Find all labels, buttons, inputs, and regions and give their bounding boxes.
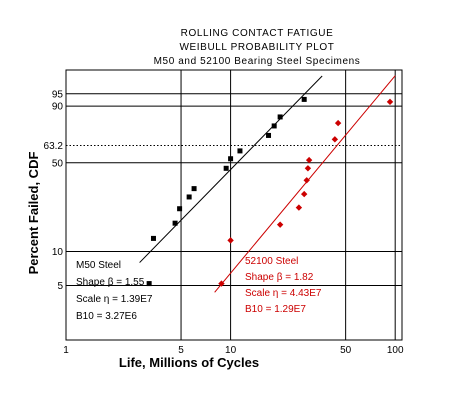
m50-data-point [186, 194, 192, 200]
y-tick-label: 90 [52, 102, 64, 113]
m50-fit-line [139, 75, 323, 263]
x-tick-label: 5 [178, 345, 184, 356]
s52100-data-point [276, 221, 284, 228]
m50-data-point [146, 281, 152, 287]
s52100-annotation-line-2: Shape β = 1.82 [245, 272, 314, 283]
s52100-data-point [303, 177, 310, 184]
gridlines [66, 70, 402, 340]
s52100-data-point [305, 156, 313, 164]
y-tick-label: 50 [52, 158, 64, 169]
tick-labels: 1 5 10 50 100 5 10 50 63.2 90 95 [44, 89, 404, 356]
s52100-data-point [295, 204, 303, 211]
s52100-annotation-line-3: Scale η = 4.43E7 [245, 288, 322, 299]
s52100-data-point [334, 119, 342, 127]
fit-lines [139, 75, 396, 293]
m50-data-point [150, 235, 156, 241]
s52100-data-point [304, 165, 312, 172]
m50-data-point [277, 114, 283, 120]
chart-title-line-2: WEIBULL PROBABILITY PLOT [179, 42, 334, 53]
m50-data-point [172, 220, 178, 226]
x-tick-label: 1 [63, 345, 69, 356]
m50-data-point [237, 148, 243, 154]
x-tick-label: 100 [387, 345, 404, 356]
s52100-annotation-line-1: 52100 Steel [245, 256, 298, 267]
m50-data-point [266, 132, 272, 138]
chart-title-line-3: M50 and 52100 Bearing Steel Specimens [154, 56, 361, 67]
m50-annotation-line-4: B10 = 3.27E6 [76, 311, 137, 322]
chart-title-line-1: ROLLING CONTACT FATIGUE [181, 28, 334, 39]
x-axis-label: Life, Millions of Cycles [119, 355, 259, 370]
data-points [146, 96, 394, 287]
y-tick-label: 95 [52, 89, 64, 100]
y-tick-label: 63.2 [44, 141, 64, 152]
m50-annotation-line-2: Shape β = 1.55 [76, 277, 145, 288]
s52100-data-point [331, 136, 339, 143]
chart-title-group: ROLLING CONTACT FATIGUE WEIBULL PROBABIL… [154, 28, 361, 67]
m50-data-point [191, 186, 197, 192]
m50-annotation: M50 Steel Shape β = 1.55 Scale η = 1.39E… [76, 260, 153, 322]
m50-annotation-line-3: Scale η = 1.39E7 [76, 294, 153, 305]
m50-data-point [223, 165, 229, 171]
m50-data-point [301, 96, 307, 102]
s52100-annotation: 52100 Steel Shape β = 1.82 Scale η = 4.4… [245, 256, 322, 315]
y-axis-label: Percent Failed, CDF [26, 152, 41, 275]
s52100-data-point [300, 190, 308, 198]
x-tick-label: 10 [225, 345, 237, 356]
m50-data-point [177, 206, 183, 212]
s52100-data-point [386, 98, 394, 106]
s52100-fit-line [214, 75, 396, 293]
s52100-data-point [218, 280, 225, 287]
y-tick-label: 5 [57, 281, 63, 292]
s52100-annotation-line-4: B10 = 1.29E7 [245, 304, 306, 315]
m50-data-point [271, 123, 277, 129]
m50-data-point [228, 156, 234, 162]
s52100-data-point [227, 237, 234, 244]
y-tick-label: 10 [52, 247, 64, 258]
plot-frame [65, 69, 403, 341]
m50-annotation-line-1: M50 Steel [76, 260, 121, 271]
x-tick-label: 50 [340, 345, 352, 356]
